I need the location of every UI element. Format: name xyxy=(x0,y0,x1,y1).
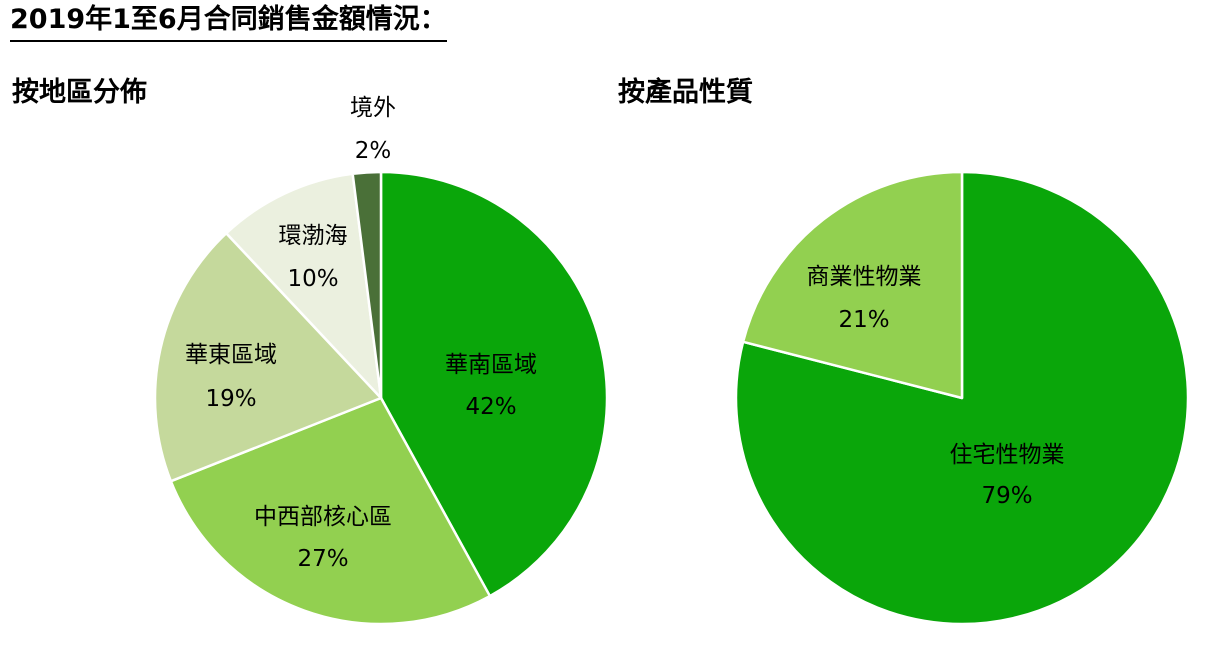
slice-label: 華南區域 xyxy=(445,352,537,378)
pie-chart-0: 華南區域 42% 中西部核心區 27% 華東區域 19% 環渤海 10% 境外 2% xyxy=(153,95,609,626)
slice-value-label: 19% xyxy=(205,386,256,412)
pie-slice xyxy=(741,170,964,400)
page-title: 2019年1至6月合同銷售金額情況： xyxy=(10,2,447,42)
slice-value-label: 10% xyxy=(287,266,338,292)
slice-label: 中西部核心區 xyxy=(254,504,392,530)
pie-slice xyxy=(153,232,383,483)
pie-slice xyxy=(225,172,383,400)
slice-label: 環渤海 xyxy=(279,223,348,249)
chart-title-product: 按產品性質 xyxy=(618,77,753,108)
chart-title-region: 按地區分佈 xyxy=(12,77,147,108)
slice-label: 商業性物業 xyxy=(807,264,922,290)
slice-label: 住宅性物業 xyxy=(950,442,1065,468)
slice-value-label: 2% xyxy=(355,138,392,164)
slice-value-label: 27% xyxy=(297,546,348,572)
pie-slice xyxy=(169,396,492,626)
pie-chart-1: 住宅性物業 79% 商業性物業 21% xyxy=(734,170,1190,626)
pie-slice xyxy=(379,170,609,598)
slice-label: 境外 xyxy=(350,95,396,121)
slice-label: 華東區域 xyxy=(185,342,277,368)
pie-slice xyxy=(351,170,383,400)
slice-value-label: 79% xyxy=(981,483,1032,509)
slice-value-label: 21% xyxy=(838,307,889,333)
slice-value-label: 42% xyxy=(465,394,516,420)
